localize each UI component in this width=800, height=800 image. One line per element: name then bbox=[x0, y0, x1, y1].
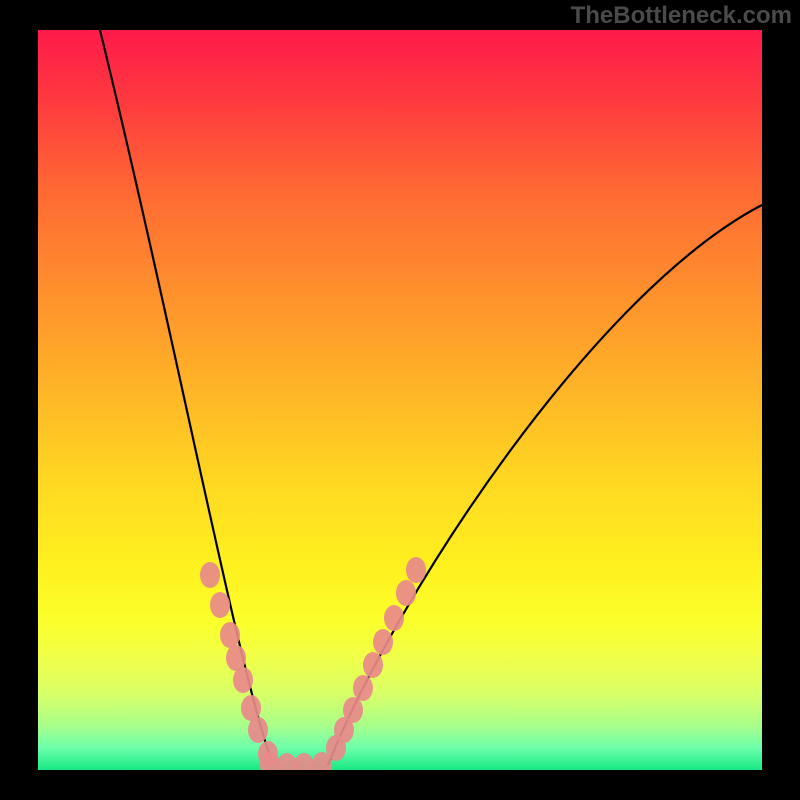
marker-point bbox=[200, 562, 220, 588]
marker-point bbox=[220, 622, 240, 648]
plot-svg bbox=[38, 30, 762, 770]
marker-point bbox=[248, 717, 268, 743]
marker-point bbox=[384, 605, 404, 631]
chart-container: TheBottleneck.com bbox=[0, 0, 800, 800]
gradient-background bbox=[38, 30, 762, 770]
marker-point bbox=[406, 557, 426, 583]
plot-area bbox=[38, 30, 762, 770]
marker-point bbox=[353, 675, 373, 701]
marker-point bbox=[396, 580, 416, 606]
marker-point bbox=[233, 667, 253, 693]
marker-point bbox=[343, 697, 363, 723]
marker-point bbox=[363, 652, 383, 678]
marker-point bbox=[373, 629, 393, 655]
watermark-text: TheBottleneck.com bbox=[571, 2, 792, 30]
marker-point bbox=[210, 592, 230, 618]
